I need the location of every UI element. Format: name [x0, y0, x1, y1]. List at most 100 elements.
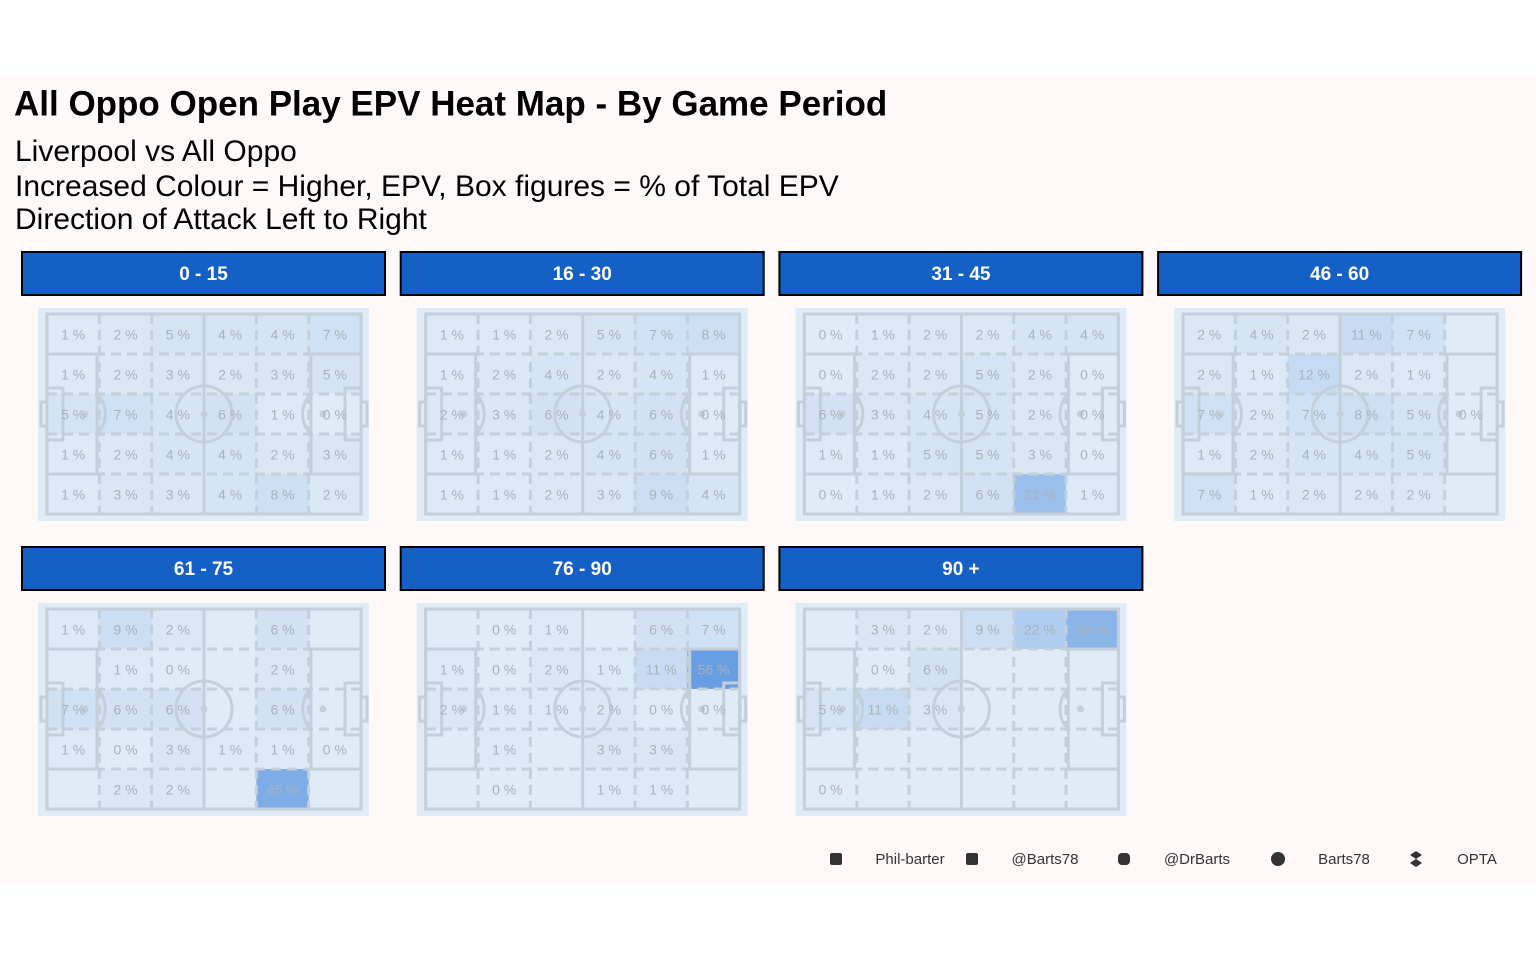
cell-label: 5 % — [976, 367, 1000, 383]
penalty-arc — [1058, 687, 1070, 731]
cell-label: 0 % — [1080, 367, 1104, 383]
cell-label: 9 % — [649, 487, 673, 503]
cell-label: 0 % — [819, 487, 843, 503]
penalty-spot — [319, 410, 327, 418]
cell-label: 0 % — [323, 407, 347, 423]
cell-label: 6 % — [544, 407, 568, 423]
cell-label: 2 % — [544, 447, 568, 463]
cell-label: 9 % — [113, 622, 137, 638]
cell-label: 1 % — [61, 742, 85, 758]
penalty-arc — [679, 392, 691, 436]
strip — [21, 546, 386, 591]
cell — [804, 394, 857, 434]
cell-label: 2 % — [218, 367, 242, 383]
footer-text: OPTA — [1457, 851, 1497, 868]
penalty-spot — [460, 705, 468, 713]
footer-text: Barts78 — [1318, 851, 1370, 868]
cell-label: 3 % — [113, 487, 137, 503]
cell-label: 2 % — [1250, 447, 1274, 463]
footer: Phil-barter @Barts78 @DrBarts Barts78 OP… — [830, 851, 1497, 868]
cells — [530, 314, 740, 514]
centre-circle — [174, 384, 234, 444]
cell-label: 0 % — [323, 742, 347, 758]
cell-label: 1 % — [61, 327, 85, 343]
cell-label: 1 % — [871, 327, 895, 343]
cell-label: 0 % — [649, 702, 673, 718]
cell-label: 0 % — [871, 662, 895, 678]
cell-label: 2 % — [1302, 327, 1326, 343]
cell-label: 4 % — [166, 407, 190, 423]
cell-label: 5 % — [597, 327, 621, 343]
centre-circle — [931, 679, 991, 739]
cell-label: 4 % — [270, 327, 294, 343]
cell-label: 1 % — [61, 367, 85, 383]
cell-label: 2 % — [923, 622, 947, 638]
cell — [1066, 314, 1119, 354]
cell-label: 3 % — [166, 487, 190, 503]
cell-label: 39 % — [1076, 622, 1108, 638]
penalty-arc — [474, 687, 486, 731]
cell-label: 6 % — [113, 702, 137, 718]
cell-label: 5 % — [976, 407, 1000, 423]
cell-label: 8 % — [270, 487, 294, 503]
goal — [1495, 400, 1505, 428]
penalty-spot — [1455, 410, 1463, 418]
cell-label: 1 % — [597, 782, 621, 798]
cell-label: 6 % — [270, 702, 294, 718]
goal — [359, 400, 369, 428]
cell-label: 1 % — [1197, 447, 1221, 463]
cell-label: 2 % — [323, 487, 347, 503]
cell-label: 1 % — [440, 327, 464, 343]
cells — [1183, 314, 1445, 514]
cell — [47, 689, 100, 729]
cell-label: 11 % — [1351, 327, 1382, 343]
goal — [39, 400, 49, 428]
cell-label: 12 % — [1298, 367, 1330, 383]
penalty-arc — [1232, 392, 1243, 436]
penalty-arc — [679, 687, 691, 731]
cell-label: 7 % — [1197, 407, 1221, 423]
cell-label: 2 % — [1250, 407, 1274, 423]
cell — [256, 769, 309, 809]
cell-label: 4 % — [597, 447, 621, 463]
cell-label: 1 % — [492, 742, 516, 758]
cell-label: 8 % — [701, 327, 725, 343]
cell-label: 1 % — [1250, 367, 1274, 383]
centre-circle — [553, 679, 613, 739]
strip — [399, 251, 765, 296]
strip — [21, 251, 386, 296]
cell-label: 0 % — [492, 622, 516, 638]
penalty-spot — [698, 410, 706, 418]
cell-label: 5 % — [819, 702, 843, 718]
cell-label: 6 % — [166, 702, 190, 718]
goal — [796, 695, 806, 723]
cells — [804, 609, 1119, 729]
cell-label: 6 % — [976, 487, 1000, 503]
cell-label: 0 % — [492, 662, 516, 678]
penalty-spot — [1076, 410, 1084, 418]
strip-label: 16 - 30 — [553, 264, 612, 285]
cell-label: 7 % — [61, 702, 85, 718]
cell-label: 1 % — [270, 742, 294, 758]
cell — [256, 474, 309, 514]
cell-label: 2 % — [871, 367, 895, 383]
cell-label: 2 % — [492, 367, 516, 383]
footer-text: @DrBarts — [1164, 851, 1230, 868]
cell-label: 1 % — [440, 367, 464, 383]
cell-label: 2 % — [113, 782, 137, 798]
cell — [961, 474, 1014, 514]
cell-label: 1 % — [544, 702, 568, 718]
strip-label: 46 - 60 — [1310, 264, 1369, 285]
cell-label: 2 % — [1197, 367, 1221, 383]
cell-label: 3 % — [270, 367, 294, 383]
cell-label: 2 % — [976, 327, 1000, 343]
cell-label: 4 % — [1028, 327, 1052, 343]
penalty-spot — [838, 705, 846, 713]
cell — [582, 314, 636, 354]
cell-label: 2 % — [1354, 367, 1378, 383]
cell-label: 1 % — [819, 447, 843, 463]
centre-spot — [957, 410, 965, 418]
cell-label: 4 % — [923, 407, 947, 423]
cell-label: 1 % — [440, 662, 464, 678]
